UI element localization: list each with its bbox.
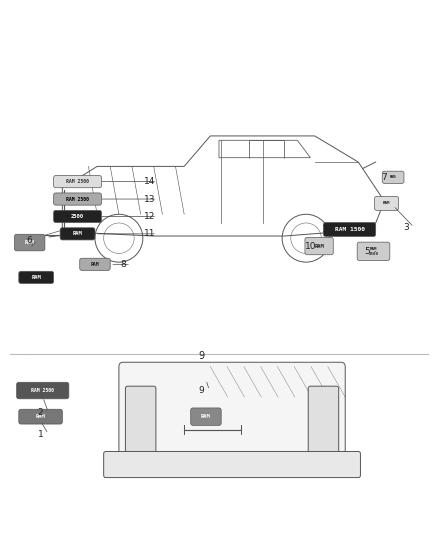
- FancyBboxPatch shape: [305, 237, 333, 255]
- FancyBboxPatch shape: [374, 197, 399, 211]
- Text: 5: 5: [364, 247, 370, 256]
- Text: 11: 11: [144, 229, 155, 238]
- Text: RAM: RAM: [314, 244, 324, 248]
- Text: RAM 2500: RAM 2500: [66, 197, 89, 201]
- Text: 2: 2: [38, 408, 43, 417]
- FancyBboxPatch shape: [308, 386, 339, 456]
- Text: 13: 13: [144, 195, 155, 204]
- FancyBboxPatch shape: [382, 171, 404, 183]
- FancyBboxPatch shape: [19, 409, 62, 424]
- Text: 2500: 2500: [71, 214, 84, 219]
- Text: RAM: RAM: [201, 414, 211, 419]
- Text: RAM: RAM: [25, 240, 35, 245]
- Text: 10: 10: [305, 243, 316, 252]
- Text: 4: 4: [20, 273, 26, 282]
- Text: 6: 6: [27, 236, 32, 245]
- Text: 14: 14: [144, 177, 155, 186]
- FancyBboxPatch shape: [125, 386, 156, 456]
- FancyBboxPatch shape: [53, 193, 102, 205]
- Text: RAM: RAM: [390, 175, 396, 179]
- Text: 15: 15: [322, 225, 334, 234]
- FancyBboxPatch shape: [323, 223, 376, 237]
- FancyBboxPatch shape: [191, 408, 221, 425]
- Text: RAM
2500: RAM 2500: [368, 247, 378, 255]
- FancyBboxPatch shape: [17, 382, 69, 399]
- FancyBboxPatch shape: [53, 211, 102, 223]
- Text: RAM 1500: RAM 1500: [335, 227, 364, 232]
- Text: RAM: RAM: [383, 201, 390, 205]
- FancyBboxPatch shape: [53, 175, 102, 188]
- FancyBboxPatch shape: [14, 235, 45, 251]
- FancyBboxPatch shape: [357, 242, 390, 261]
- Text: 8: 8: [120, 260, 126, 269]
- Text: 1: 1: [38, 430, 43, 439]
- FancyBboxPatch shape: [80, 258, 110, 270]
- Text: RAM: RAM: [73, 231, 82, 236]
- FancyBboxPatch shape: [104, 451, 360, 478]
- Text: RAM: RAM: [91, 262, 99, 267]
- Text: 9: 9: [198, 351, 205, 361]
- Text: RAM: RAM: [35, 414, 46, 419]
- Text: 9: 9: [199, 386, 205, 395]
- Text: 3: 3: [403, 223, 409, 232]
- Text: RAM 2500: RAM 2500: [31, 388, 54, 393]
- Text: 12: 12: [144, 212, 155, 221]
- Text: 7: 7: [381, 173, 387, 182]
- Text: RAM 2500: RAM 2500: [66, 179, 89, 184]
- Text: RAM: RAM: [32, 275, 41, 280]
- FancyBboxPatch shape: [19, 271, 53, 284]
- FancyBboxPatch shape: [119, 362, 345, 475]
- FancyBboxPatch shape: [60, 228, 95, 240]
